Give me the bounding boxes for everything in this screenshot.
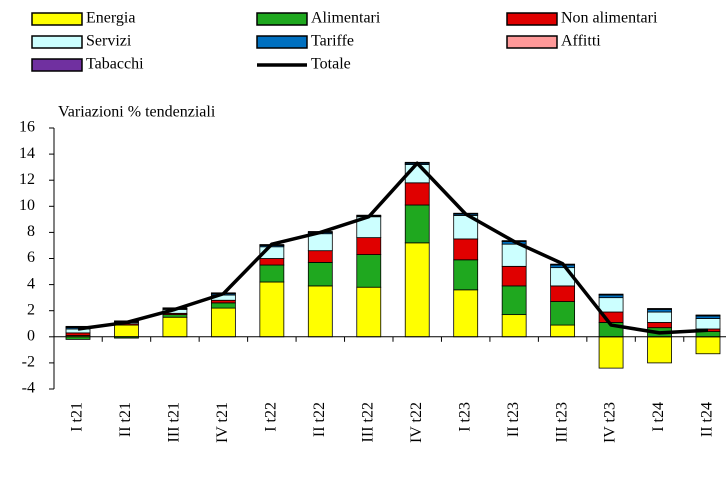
legend-label: Energia [86, 10, 135, 27]
bar-segment [550, 285, 576, 302]
y-tick-label: 12 [19, 171, 35, 188]
bar-segment [501, 265, 527, 287]
bar-segment [404, 182, 430, 206]
legend-label: Non alimentari [561, 10, 658, 27]
bar-segment [453, 289, 479, 338]
bar-segment [210, 307, 236, 338]
bar-segment [647, 308, 672, 310]
bar-segment [162, 316, 188, 338]
bar-segment [307, 262, 333, 287]
x-tick-label: II t21 [117, 402, 134, 437]
x-tick-label: III t23 [553, 402, 570, 442]
x-tick-label: I t21 [69, 402, 86, 432]
bar-segment [307, 233, 333, 252]
legend-swatch [31, 35, 83, 49]
x-tick-label: I t22 [263, 402, 280, 432]
bar-segment [647, 336, 672, 364]
bar-segment [356, 286, 382, 338]
bar-segment [259, 281, 285, 338]
bar-segment [501, 285, 527, 316]
bar-segment [453, 259, 479, 291]
x-tick-label: II t23 [505, 402, 522, 437]
x-tick-label: IV t22 [408, 402, 425, 443]
bar-segment [259, 258, 285, 266]
bar-segment [404, 242, 430, 338]
x-tick-label: I t23 [456, 402, 473, 432]
bar-segment [210, 302, 236, 309]
y-tick-label: -4 [22, 380, 35, 397]
bar-segment [550, 301, 576, 326]
bar-segment [695, 318, 721, 330]
legend-swatch [256, 12, 308, 26]
bar-segment [598, 293, 624, 296]
legend-label: Alimentari [311, 10, 381, 27]
bar-segment [307, 285, 333, 338]
legend-swatch [506, 12, 558, 26]
y-tick-label: 10 [19, 197, 35, 214]
bar-segment [647, 311, 672, 323]
x-tick-label: III t22 [359, 402, 376, 442]
legend-label: Tabacchi [86, 56, 144, 73]
bar-segment [453, 238, 479, 261]
y-tick-label: 0 [27, 327, 35, 344]
bar-segment [356, 237, 382, 255]
x-tick-label: I t24 [650, 402, 667, 432]
total-line [77, 161, 709, 335]
bar-segment [695, 336, 721, 355]
legend-label: Affitti [561, 33, 601, 50]
bar-segment [114, 324, 139, 338]
legend-swatch [256, 35, 308, 49]
legend-swatch [31, 58, 83, 72]
bar-segment [695, 314, 721, 317]
bar-segment [598, 336, 624, 369]
x-tick-label: II t22 [311, 402, 328, 437]
y-tick-label: 8 [27, 223, 35, 240]
x-tick-label: IV t21 [214, 402, 231, 443]
bar-segment [550, 324, 576, 338]
y-tick-label: 4 [27, 275, 35, 292]
legend-swatch [506, 35, 558, 49]
x-tick-label: II t24 [699, 402, 716, 437]
legend-label: Servizi [86, 33, 132, 50]
y-tick-label: 6 [27, 249, 35, 266]
bar-segment [501, 314, 527, 338]
y-tick-label: 14 [19, 145, 35, 162]
y-tick-label: 16 [19, 119, 35, 136]
bar-segment [501, 243, 527, 267]
bar-segment [647, 322, 672, 329]
legend-swatch [31, 12, 83, 26]
axis-label: Variazioni % tendenziali [58, 104, 216, 121]
bar-segment [307, 250, 333, 263]
legend-label: Tariffe [311, 33, 354, 50]
x-tick-label: III t21 [166, 402, 183, 442]
bar-segment [356, 254, 382, 288]
y-tick-label: -2 [22, 354, 35, 371]
bar-segment [404, 204, 430, 244]
x-tick-label: IV t23 [602, 402, 619, 443]
bar-segment [259, 264, 285, 283]
bar-segment [598, 297, 624, 313]
y-tick-label: 2 [27, 301, 35, 318]
legend-label: Totale [311, 56, 351, 73]
